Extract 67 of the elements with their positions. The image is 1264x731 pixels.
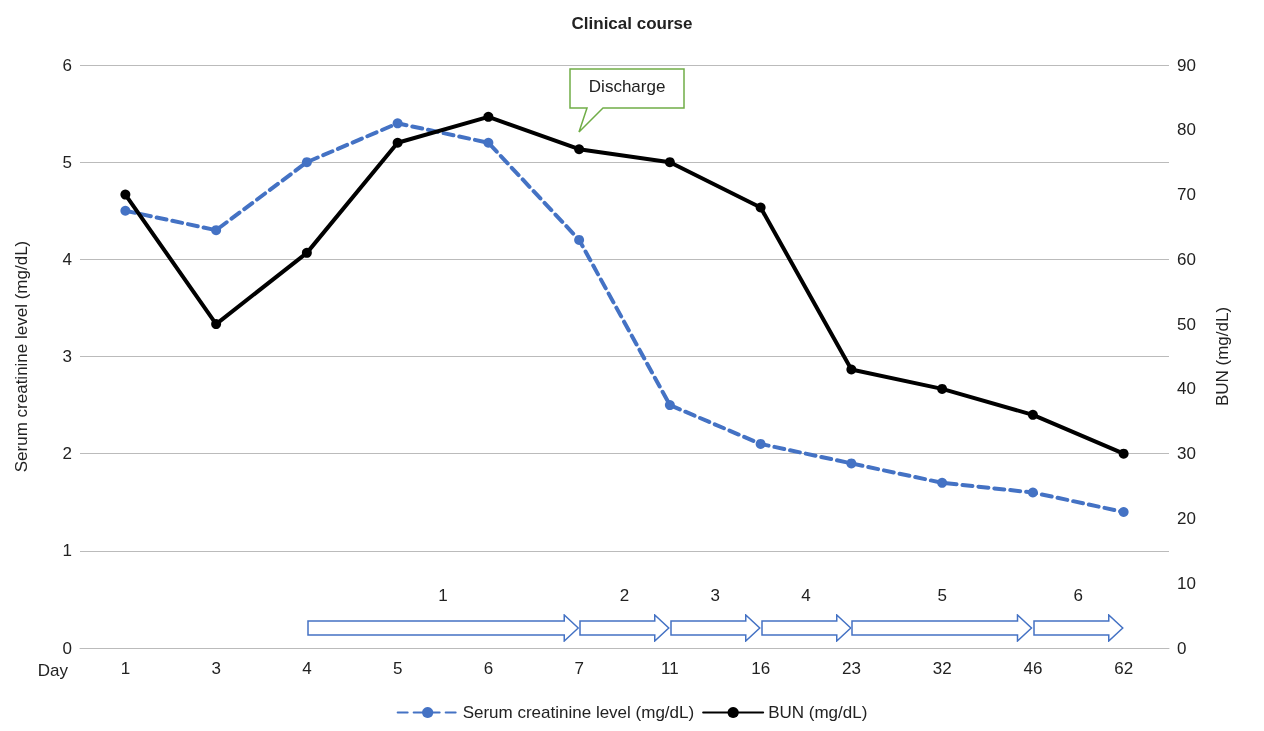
y2-tick-label: 0 xyxy=(1177,638,1187,658)
annotation: 1 xyxy=(437,586,449,606)
y2-tick-label: 20 xyxy=(1177,508,1196,528)
y2-tick-label: 40 xyxy=(1177,379,1196,399)
x-tick-label: 11 xyxy=(661,659,679,678)
annotation: 4 xyxy=(800,586,812,606)
point xyxy=(483,137,494,148)
legend-label: BUN (mg/dL) xyxy=(768,703,868,722)
y2-tick-label: 80 xyxy=(1177,120,1196,140)
point xyxy=(120,189,131,200)
point xyxy=(483,111,494,122)
x-tick-label: 3 xyxy=(211,659,221,678)
point xyxy=(301,157,312,168)
point xyxy=(664,400,675,411)
annotation: 6 xyxy=(1072,586,1084,606)
x-tick-label: 1 xyxy=(120,659,131,678)
x-tick-label: 46 xyxy=(1023,659,1043,678)
point xyxy=(392,137,403,148)
y-tick-label: 0 xyxy=(62,638,72,658)
x-tick-label: 16 xyxy=(751,659,771,678)
x-tick-label: 23 xyxy=(841,659,861,678)
y2-axis-title: BUN (mg/dL) xyxy=(1213,306,1232,407)
x-tick-label: 5 xyxy=(392,659,403,678)
x-axis-title: Day xyxy=(37,661,69,680)
point xyxy=(1118,506,1129,517)
y2-tick-label: 30 xyxy=(1177,444,1196,464)
annotation: 2 xyxy=(618,586,631,606)
y-tick-label: 2 xyxy=(62,444,72,464)
y-tick-label: 6 xyxy=(62,55,72,75)
y-tick-label: 4 xyxy=(62,249,72,269)
y-axis-title: Serum creatinine level (mg/dL) xyxy=(12,240,31,473)
point xyxy=(574,234,585,245)
point xyxy=(211,319,222,330)
y2-tick-label: 50 xyxy=(1177,314,1196,334)
y2-tick-label: 60 xyxy=(1177,249,1196,269)
y2-tick-label: 70 xyxy=(1177,185,1196,205)
point xyxy=(846,364,857,375)
legend-label: Serum creatinine level (mg/dL) xyxy=(462,703,695,722)
y-tick-label: 1 xyxy=(62,541,72,561)
point xyxy=(211,225,222,236)
x-tick-label: 6 xyxy=(483,659,494,678)
annotation: 3 xyxy=(709,586,721,606)
x-tick-label: 32 xyxy=(932,659,952,678)
x-tick-label: 4 xyxy=(302,659,312,678)
point xyxy=(937,477,948,488)
chart-title: Clinical course xyxy=(571,14,693,33)
y-tick-label: 3 xyxy=(62,347,72,366)
annotation: 5 xyxy=(936,586,948,606)
point xyxy=(1027,487,1038,498)
y-tick-label: 5 xyxy=(62,152,72,172)
x-tick-label: 7 xyxy=(574,659,584,678)
point xyxy=(1118,448,1129,459)
point xyxy=(755,438,766,449)
y2-tick-label: 10 xyxy=(1177,573,1196,593)
point xyxy=(755,202,766,213)
point xyxy=(301,247,312,258)
y2-tick-label: 90 xyxy=(1177,55,1196,75)
point xyxy=(120,205,131,216)
point xyxy=(392,118,403,129)
x-tick-label: 62 xyxy=(1114,659,1134,678)
point xyxy=(937,383,948,394)
point xyxy=(846,458,857,469)
point xyxy=(1027,409,1038,420)
point xyxy=(574,144,585,155)
callout-box: Discharge xyxy=(569,68,686,134)
annotation: Discharge xyxy=(587,77,667,97)
point xyxy=(664,157,675,168)
